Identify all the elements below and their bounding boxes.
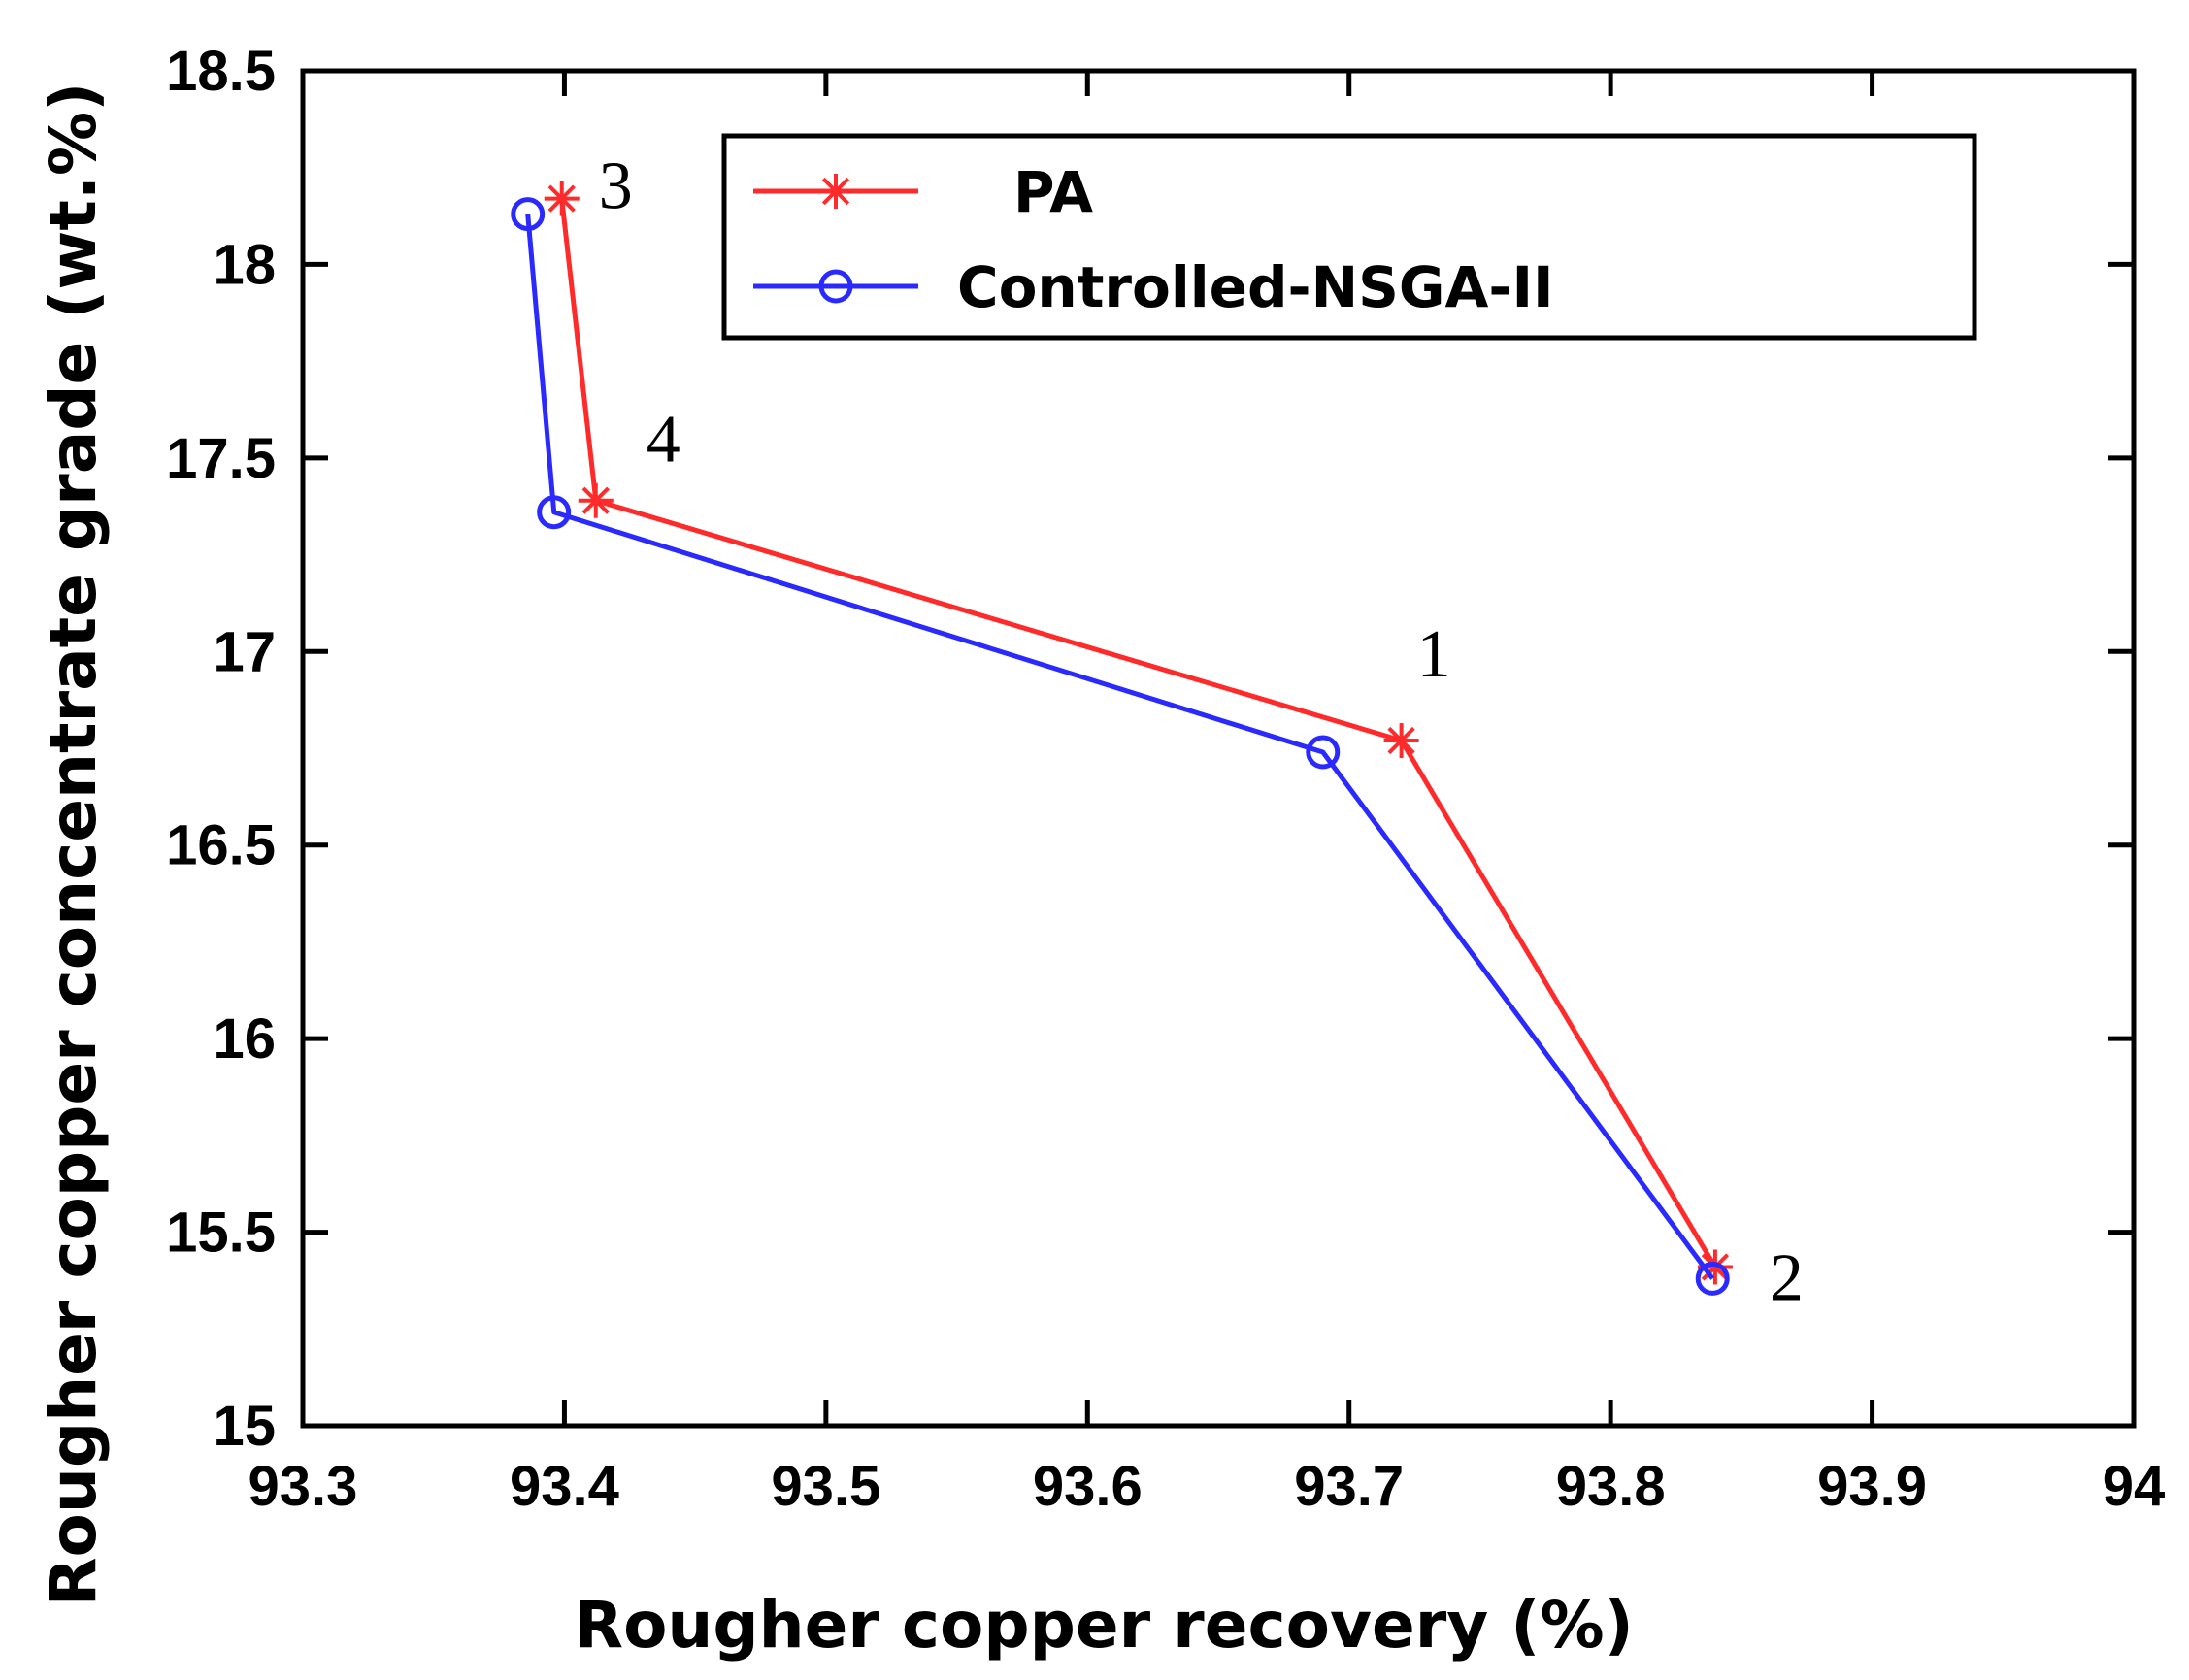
data-point-controlled-nsga-ii xyxy=(511,197,546,232)
x-axis-ticks: 93.3 93.4 93.5 93.6 93.7 93.8 93.9 94 xyxy=(249,71,2166,1518)
series-pa xyxy=(544,181,1733,1285)
x-tick-label: 93.9 xyxy=(1817,1455,1927,1518)
circle-marker-ring xyxy=(511,197,546,232)
data-point-pa xyxy=(1383,723,1419,759)
data-point-pa xyxy=(544,181,580,216)
circle-marker-ring xyxy=(1695,1261,1730,1296)
data-point-pa xyxy=(578,482,614,518)
x-tick-label: 93.6 xyxy=(1033,1455,1143,1518)
data-point-controlled-nsga-ii xyxy=(1695,1261,1730,1296)
plot-area-frame xyxy=(300,68,2137,1429)
y-tick-label: 16 xyxy=(213,1007,276,1071)
y-tick-label: 17 xyxy=(213,620,276,683)
data-point-controlled-nsga-ii xyxy=(1306,735,1341,770)
series-line-pa xyxy=(559,198,1718,1268)
series-controlled-nsga-ii xyxy=(511,197,1730,1296)
y-tick-label: 15 xyxy=(213,1395,276,1458)
annotation-layer: 3 4 1 2 xyxy=(599,149,1804,1316)
x-tick-label: 93.7 xyxy=(1294,1455,1404,1518)
y-axis-ticks: 15 15.5 16 16.5 17 17.5 18 18.5 xyxy=(166,40,2134,1458)
y-tick-label: 18.5 xyxy=(166,40,276,103)
y-axis-title: Rougher copper concentrate grade (wt.%) xyxy=(36,82,111,1607)
y-tick-label: 16.5 xyxy=(166,814,276,877)
circle-marker-ring xyxy=(1306,735,1341,770)
legend-marker-symbol xyxy=(818,174,853,209)
y-tick-label: 17.5 xyxy=(166,427,276,490)
legend-marker-controlled-nsga-ii xyxy=(818,269,853,304)
x-tick-label: 93.3 xyxy=(249,1455,358,1518)
circle-marker-ring xyxy=(537,495,572,530)
point-label-1: 1 xyxy=(1417,617,1451,692)
star-marker-center xyxy=(831,186,841,196)
x-tick-label: 94 xyxy=(2103,1455,2166,1518)
point-label-3: 3 xyxy=(599,149,633,224)
legend-label-pa: PA xyxy=(1013,159,1093,225)
legend-label-controlled-nsga-ii: Controlled-NSGA-II xyxy=(957,254,1554,320)
y-tick-label: 18 xyxy=(213,233,276,296)
data-point-controlled-nsga-ii xyxy=(537,495,572,530)
x-axis-title: Rougher copper recovery (%) xyxy=(574,1588,1633,1663)
legend-marker-symbol xyxy=(818,269,853,304)
x-tick-label: 93.8 xyxy=(1556,1455,1666,1518)
point-label-2: 2 xyxy=(1770,1240,1804,1315)
legend-marker-pa xyxy=(818,174,853,209)
circle-marker-ring xyxy=(818,269,853,304)
legend: PA Controlled-NSGA-II xyxy=(721,133,1977,341)
star-marker-center xyxy=(590,495,601,506)
point-label-4: 4 xyxy=(647,403,680,478)
star-marker-center xyxy=(556,193,567,204)
x-tick-label: 93.4 xyxy=(510,1455,619,1518)
y-tick-label: 15.5 xyxy=(166,1202,276,1265)
legend-box xyxy=(721,133,1977,341)
series-line-controlled-nsga-ii xyxy=(525,214,1715,1280)
series-layer xyxy=(511,181,1733,1296)
x-tick-label: 93.5 xyxy=(771,1455,880,1518)
star-marker-center xyxy=(1396,736,1407,746)
